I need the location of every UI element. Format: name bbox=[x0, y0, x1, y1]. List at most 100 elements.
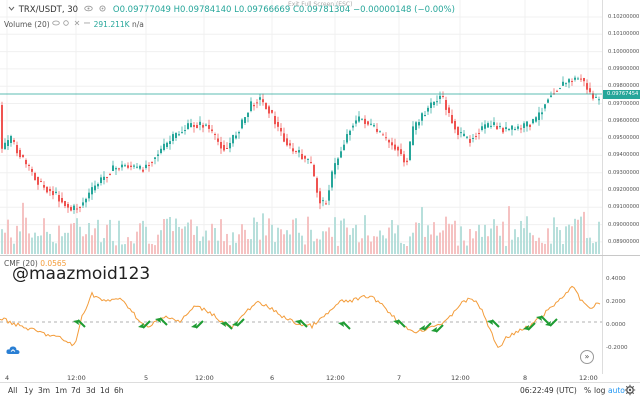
volume-bar bbox=[61, 236, 63, 254]
candle-body bbox=[97, 183, 99, 187]
candle-body bbox=[52, 191, 54, 196]
price-pane[interactable] bbox=[0, 0, 602, 255]
gear-icon[interactable] bbox=[624, 384, 636, 396]
symbol-label[interactable]: TRX/USDT, 30 bbox=[18, 5, 79, 15]
range-button-7d[interactable]: 7d bbox=[71, 386, 81, 395]
volume-bar bbox=[439, 232, 441, 254]
candle-body bbox=[217, 138, 219, 142]
cmf-label[interactable]: CMF (20) bbox=[4, 259, 38, 268]
volume-bar bbox=[595, 241, 597, 254]
candle-body bbox=[451, 115, 453, 124]
volume-bar bbox=[187, 222, 189, 254]
candle-body bbox=[16, 145, 18, 154]
candle-body bbox=[145, 164, 147, 168]
candle-body bbox=[427, 107, 429, 112]
percent-toggle[interactable]: % bbox=[584, 386, 592, 395]
annotation-arrow-head bbox=[295, 320, 301, 325]
volume-bar bbox=[472, 238, 474, 254]
settings-icon[interactable] bbox=[98, 4, 107, 13]
volume-label[interactable]: Volume (20) bbox=[4, 20, 50, 29]
candle-body bbox=[232, 134, 234, 144]
time-axis-label[interactable]: 6 bbox=[270, 374, 275, 382]
candle-body bbox=[457, 127, 459, 135]
volume-bar bbox=[508, 206, 510, 254]
volume-bar bbox=[457, 245, 459, 254]
volume-bar bbox=[328, 227, 330, 254]
range-button-All[interactable]: All bbox=[8, 386, 18, 395]
annotation-arrow-head bbox=[419, 325, 425, 330]
cmf-axis-label: 0.0000 bbox=[606, 322, 626, 328]
time-axis-label[interactable]: 5 bbox=[144, 374, 149, 382]
range-button-1y[interactable]: 1y bbox=[24, 386, 34, 395]
candle-body bbox=[121, 164, 123, 168]
volume-bar bbox=[139, 223, 141, 254]
eye-icon[interactable] bbox=[84, 4, 93, 13]
settings-icon[interactable] bbox=[62, 19, 70, 27]
candle-body bbox=[256, 102, 258, 104]
volume-bar bbox=[271, 224, 273, 254]
price-chart[interactable] bbox=[0, 0, 602, 255]
volume-bar bbox=[202, 236, 204, 254]
cmf-chart[interactable] bbox=[0, 256, 602, 374]
volume-bar bbox=[454, 220, 456, 254]
volume-bar bbox=[220, 219, 222, 254]
close-icon[interactable] bbox=[73, 19, 81, 27]
range-button-6h[interactable]: 6h bbox=[114, 386, 124, 395]
candle-body bbox=[94, 185, 96, 191]
candle-body bbox=[580, 78, 582, 80]
candle-body bbox=[346, 134, 348, 143]
candle-body bbox=[424, 114, 426, 117]
time-axis-label[interactable]: 8 bbox=[523, 374, 528, 382]
more-icon[interactable] bbox=[83, 19, 91, 27]
volume-bar bbox=[64, 232, 66, 254]
range-button-3m[interactable]: 3m bbox=[38, 386, 51, 395]
candle-body bbox=[133, 165, 135, 167]
volume-bar bbox=[391, 220, 393, 254]
candle-body bbox=[469, 139, 471, 143]
auto-toggle[interactable]: auto bbox=[608, 386, 625, 395]
cmf-pane[interactable] bbox=[0, 256, 602, 374]
fullscreen-hint: Exit Full Screen (ESC) bbox=[288, 1, 353, 8]
scroll-to-end-button[interactable]: » bbox=[580, 350, 594, 364]
cloud-icon[interactable] bbox=[6, 345, 20, 355]
candle-body bbox=[7, 140, 9, 146]
price-axis-label: 0.09600000 bbox=[608, 117, 640, 124]
candle-body bbox=[523, 123, 525, 128]
candle-body bbox=[298, 150, 300, 153]
time-axis-label[interactable]: 12:00 bbox=[67, 374, 86, 382]
volume-bar bbox=[580, 216, 582, 254]
volume-bar bbox=[112, 240, 114, 254]
volume-bar bbox=[388, 227, 390, 254]
time-axis-label[interactable]: 7 bbox=[397, 374, 402, 382]
time-axis-label[interactable]: 12:00 bbox=[451, 374, 470, 382]
time-axis-label[interactable]: 12:00 bbox=[579, 374, 598, 382]
volume-bar bbox=[559, 230, 561, 254]
candle-body bbox=[166, 142, 168, 147]
range-button-1m[interactable]: 1m bbox=[55, 386, 68, 395]
time-axis-label[interactable]: 12:00 bbox=[195, 374, 214, 382]
annotation-arrow-head bbox=[523, 325, 529, 330]
candle-body bbox=[73, 205, 75, 210]
volume-bar bbox=[289, 234, 291, 254]
collapse-icon[interactable] bbox=[7, 4, 16, 13]
pane-separator[interactable] bbox=[0, 255, 640, 256]
volume-bar bbox=[4, 232, 6, 254]
annotation-arrow-head bbox=[338, 322, 344, 327]
volume-bar bbox=[274, 242, 276, 254]
price-axis-label: 0.09800000 bbox=[608, 83, 640, 90]
time-axis-label[interactable]: 12:00 bbox=[326, 374, 345, 382]
volume-bar bbox=[373, 236, 375, 254]
volume-bar bbox=[265, 235, 267, 254]
volume-bar bbox=[166, 218, 168, 254]
time-axis-label[interactable]: 4 bbox=[5, 374, 10, 382]
range-button-3d[interactable]: 3d bbox=[86, 386, 96, 395]
eye-icon[interactable] bbox=[52, 19, 60, 27]
cmf-axis[interactable] bbox=[602, 256, 640, 374]
price-axis[interactable] bbox=[602, 0, 640, 255]
range-button-1d[interactable]: 1d bbox=[100, 386, 110, 395]
log-toggle[interactable]: log bbox=[594, 386, 606, 395]
candle-body bbox=[241, 119, 243, 129]
candle-body bbox=[541, 112, 543, 115]
candle-body bbox=[574, 77, 576, 80]
utc-clock[interactable]: 06:22:49 (UTC) bbox=[520, 386, 577, 395]
